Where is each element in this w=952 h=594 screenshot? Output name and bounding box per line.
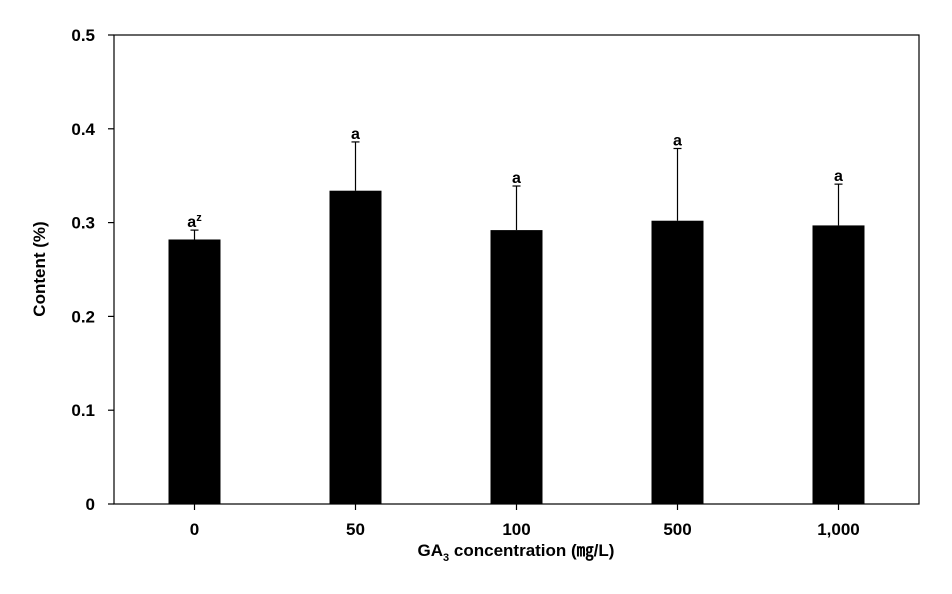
x-axis: 0 50 100 500 1,000 bbox=[190, 504, 860, 539]
bar bbox=[651, 220, 704, 504]
bar bbox=[812, 225, 865, 504]
y-tick-label: 0.4 bbox=[71, 120, 95, 139]
x-tick-label: 500 bbox=[663, 520, 691, 539]
x-axis-title-suffix: concentration (㎎/L) bbox=[449, 541, 614, 562]
y-tick-label: 0.5 bbox=[71, 26, 95, 45]
y-tick-label: 0 bbox=[86, 495, 95, 514]
x-axis-title-prefix: GA bbox=[418, 541, 444, 560]
y-tick-label: 0.1 bbox=[71, 401, 95, 420]
significance-label: a bbox=[834, 168, 843, 185]
bar bbox=[329, 190, 382, 504]
bar bbox=[168, 239, 221, 504]
y-axis-title: Content (%) bbox=[30, 221, 49, 316]
significance-footnote: z bbox=[196, 212, 202, 224]
x-tick-label: 100 bbox=[502, 520, 530, 539]
plot-content: az a a a a bbox=[168, 126, 865, 504]
y-tick-label: 0.3 bbox=[71, 214, 95, 233]
y-tick-label: 0.2 bbox=[71, 307, 95, 326]
x-axis-title-subscript: 3 bbox=[443, 552, 449, 564]
x-tick-label: 50 bbox=[346, 520, 365, 539]
significance-label: az bbox=[187, 212, 202, 231]
x-tick-label: 0 bbox=[190, 520, 199, 539]
significance-label: a bbox=[673, 132, 682, 149]
bar bbox=[490, 230, 543, 504]
x-axis-title: GA3 concentration (㎎/L) bbox=[418, 541, 615, 564]
significance-label: a bbox=[512, 170, 521, 187]
x-tick-label: 1,000 bbox=[817, 520, 860, 539]
y-axis: 0 0.1 0.2 0.3 0.4 0.5 bbox=[71, 26, 114, 514]
significance-label: a bbox=[351, 126, 360, 143]
